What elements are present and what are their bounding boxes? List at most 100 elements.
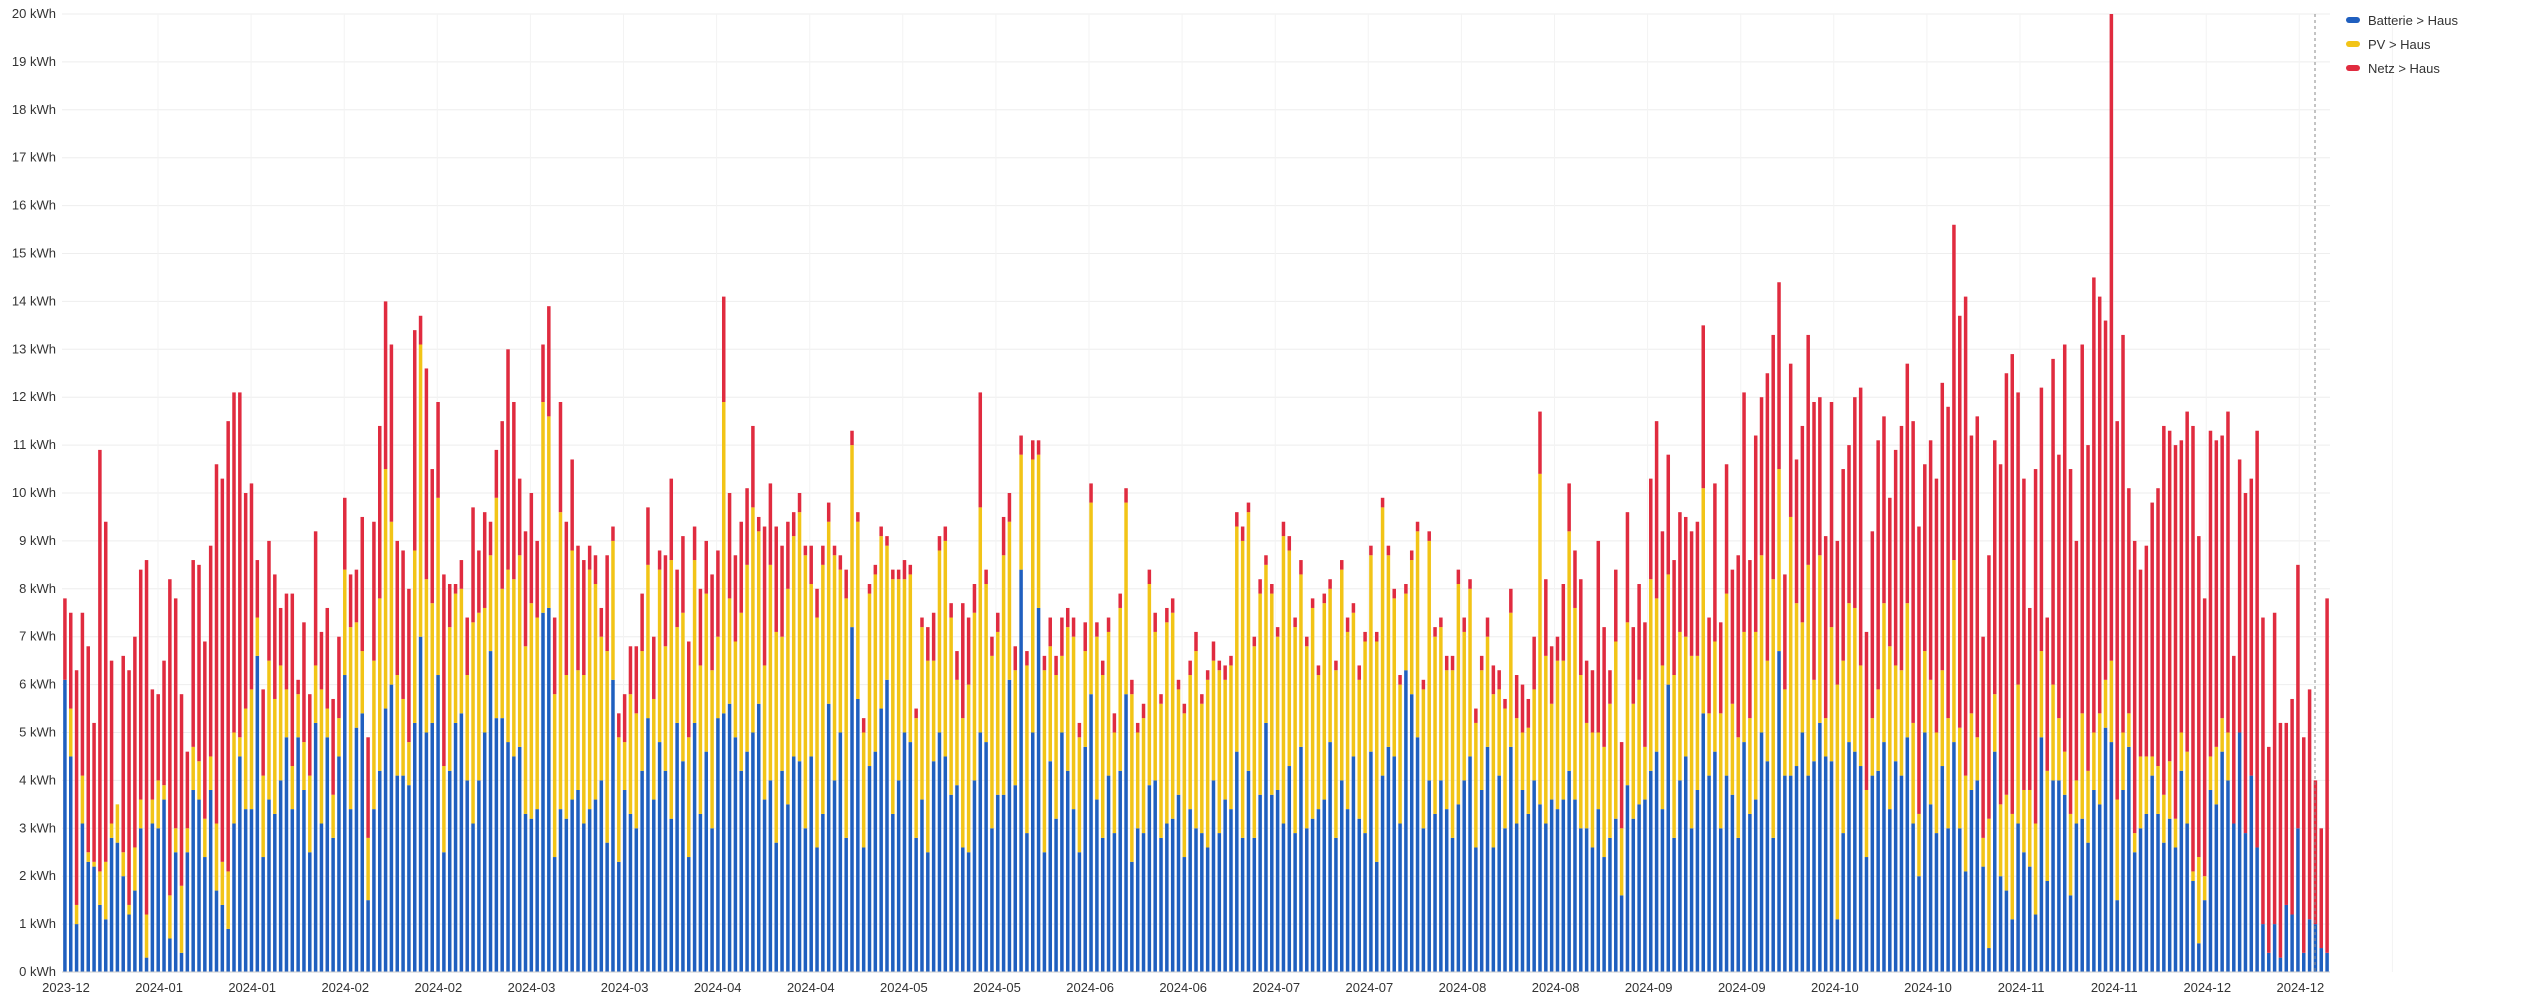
bar-segment-battery[interactable] [2138,828,2143,972]
bar-segment-pv[interactable] [902,579,907,733]
bar-segment-grid[interactable] [2237,459,2242,733]
bar-segment-pv[interactable] [2051,684,2055,781]
bar-segment-battery[interactable] [867,766,872,972]
bar-segment-battery[interactable] [378,770,382,972]
bar-segment-grid[interactable] [774,526,778,632]
bar-segment-pv[interactable] [867,593,872,767]
bar-segment-battery[interactable] [739,770,743,972]
bar-segment-grid[interactable] [1917,526,1921,814]
bar-segment-battery[interactable] [552,857,557,972]
bar-segment-battery[interactable] [1893,761,1898,972]
bar-segment-grid[interactable] [1205,670,1210,680]
bar-segment-grid[interactable] [535,540,539,618]
bar-segment-battery[interactable] [389,684,394,972]
bar-segment-grid[interactable] [996,612,1000,632]
bar-segment-battery[interactable] [302,789,306,972]
bar-segment-pv[interactable] [337,718,341,757]
bar-segment-grid[interactable] [197,564,201,762]
bar-segment-battery[interactable] [1223,799,1227,972]
bar-segment-pv[interactable] [1532,689,1536,781]
bar-segment-battery[interactable] [570,799,574,972]
bar-segment-battery[interactable] [1421,828,1426,972]
bar-segment-pv[interactable] [1777,469,1781,652]
bar-segment-pv[interactable] [663,646,668,771]
bar-segment-grid[interactable] [1864,631,1869,790]
bar-segment-grid[interactable] [442,574,446,767]
bar-segment-grid[interactable] [1007,493,1012,522]
bar-segment-pv[interactable] [1025,665,1029,834]
bar-segment-pv[interactable] [1619,828,1624,896]
bar-segment-grid[interactable] [739,521,743,613]
bar-segment-grid[interactable] [290,593,295,767]
bar-segment-grid[interactable] [1660,531,1665,666]
bar-segment-grid[interactable] [2185,411,2189,752]
bar-segment-pv[interactable] [1071,636,1076,810]
bar-segment-battery[interactable] [1958,828,1962,972]
bar-segment-grid[interactable] [797,493,802,513]
bar-segment-pv[interactable] [1555,660,1560,810]
bar-segment-pv[interactable] [1503,708,1507,829]
bar-segment-pv[interactable] [896,579,901,781]
bar-segment-pv[interactable] [1240,540,1245,838]
bar-segment-battery[interactable] [1899,775,1904,972]
bar-segment-pv[interactable] [1235,526,1239,752]
bar-segment-battery[interactable] [220,904,225,972]
bar-segment-grid[interactable] [570,459,574,551]
bar-segment-grid[interactable] [657,550,662,570]
bar-segment-pv[interactable] [1928,679,1933,805]
bar-segment-pv[interactable] [931,660,936,762]
bar-segment-pv[interactable] [1398,684,1402,824]
bar-segment-grid[interactable] [1503,698,1507,709]
bar-segment-grid[interactable] [523,531,528,647]
bar-segment-pv[interactable] [1205,679,1210,848]
bar-segment-pv[interactable] [2092,732,2096,790]
bar-segment-grid[interactable] [308,694,312,776]
bar-segment-pv[interactable] [1165,622,1169,824]
bar-segment-grid[interactable] [605,555,609,652]
bar-segment-grid[interactable] [850,430,854,446]
bar-segment-grid[interactable] [162,660,166,786]
bar-segment-battery[interactable] [360,713,365,972]
bar-segment-grid[interactable] [389,344,394,522]
bar-segment-grid[interactable] [1345,617,1350,632]
bar-segment-pv[interactable] [1054,675,1058,819]
bar-segment-grid[interactable] [1718,622,1723,714]
bar-segment-grid[interactable] [1112,713,1117,733]
bar-segment-grid[interactable] [2249,478,2254,776]
bar-segment-grid[interactable] [1654,421,1659,599]
bar-segment-battery[interactable] [232,823,236,972]
bar-segment-grid[interactable] [494,449,499,498]
bar-segment-grid[interactable] [1019,435,1023,455]
bar-segment-grid[interactable] [459,560,464,589]
bar-segment-battery[interactable] [1724,775,1729,972]
bar-segment-grid[interactable] [337,636,341,719]
bar-segment-battery[interactable] [797,761,802,972]
bar-segment-battery[interactable] [109,837,114,972]
bar-segment-pv[interactable] [1223,679,1227,800]
bar-segment-grid[interactable] [1281,521,1286,537]
bar-segment-grid[interactable] [109,660,114,824]
bar-segment-pv[interactable] [1275,636,1280,790]
bar-segment-battery[interactable] [1205,847,1210,972]
bar-segment-battery[interactable] [611,679,615,972]
bar-segment-pv[interactable] [1549,703,1554,800]
bar-segment-grid[interactable] [856,512,860,522]
bar-segment-battery[interactable] [2191,880,2195,972]
bar-segment-pv[interactable] [1596,732,1601,810]
bar-segment-pv[interactable] [961,718,965,848]
bar-segment-battery[interactable] [284,737,289,972]
bar-segment-pv[interactable] [1899,670,1904,776]
bar-segment-pv[interactable] [780,636,784,771]
bar-segment-grid[interactable] [249,483,254,690]
bar-segment-battery[interactable] [780,770,784,972]
bar-segment-grid[interactable] [1736,555,1740,738]
bar-segment-grid[interactable] [2027,607,2032,790]
bar-segment-pv[interactable] [1013,670,1018,786]
bar-segment-pv[interactable] [1742,631,1746,743]
bar-segment-pv[interactable] [1182,713,1187,858]
bar-segment-battery[interactable] [1841,833,1845,972]
bar-segment-grid[interactable] [348,574,353,628]
bar-segment-battery[interactable] [762,799,767,972]
bar-segment-battery[interactable] [1170,818,1175,972]
bar-segment-grid[interactable] [1835,540,1840,685]
